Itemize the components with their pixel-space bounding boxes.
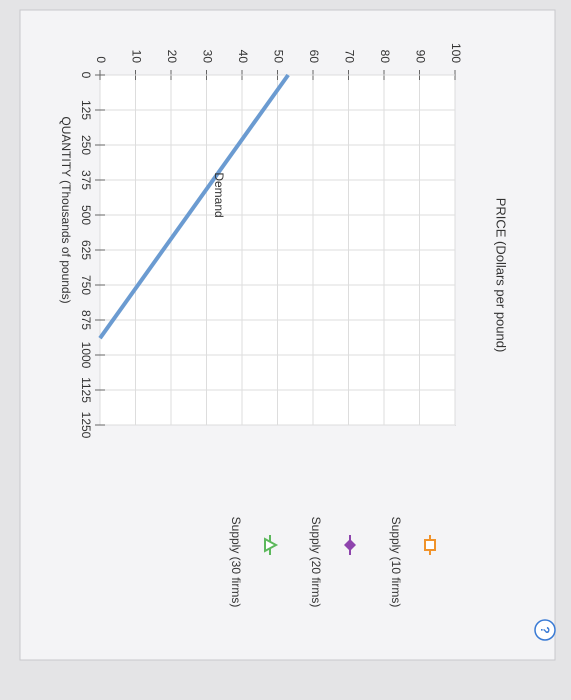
chart-title: PRICE (Dollars per pound) (494, 198, 509, 353)
y-tick-label: 40 (236, 50, 250, 64)
y-tick-label: 90 (413, 50, 427, 64)
x-tick-label: 875 (79, 310, 93, 330)
x-tick-label: 1000 (79, 342, 93, 369)
x-tick-label: 0 (79, 72, 93, 79)
x-tick-label: 125 (79, 100, 93, 120)
x-tick-label: 1125 (79, 377, 93, 403)
y-tick-label: 70 (342, 50, 356, 64)
series-label: Demand (212, 172, 226, 217)
legend-marker (424, 539, 436, 551)
legend-label: Supply (30 firms) (229, 517, 243, 608)
demand-line (98, 73, 290, 340)
legend-label: Supply (20 firms) (309, 517, 323, 608)
y-tick-label: 50 (271, 50, 285, 64)
x-tick-label: 500 (79, 205, 93, 225)
y-tick-label: 20 (165, 50, 179, 64)
legend-marker (344, 539, 356, 551)
x-axis-label: QUANTITY (Thousands of pounds) (59, 116, 73, 303)
y-tick-label: 80 (378, 50, 392, 64)
help-button[interactable] (534, 619, 556, 641)
legend-label: Supply (10 firms) (389, 517, 403, 608)
y-tick-label: 0 (94, 56, 108, 63)
x-tick-label: 750 (79, 275, 93, 295)
y-tick-label: 30 (200, 50, 214, 64)
y-tick-label: 60 (307, 50, 321, 64)
x-tick-label: 1250 (79, 412, 93, 439)
y-tick-label: 100 (449, 43, 463, 63)
x-tick-label: 625 (79, 240, 93, 260)
help-icon[interactable]: ? (538, 626, 552, 633)
y-tick-label: 10 (129, 50, 143, 64)
legend-marker (264, 537, 279, 553)
x-tick-label: 250 (79, 135, 93, 155)
x-tick-label: 375 (79, 170, 93, 190)
